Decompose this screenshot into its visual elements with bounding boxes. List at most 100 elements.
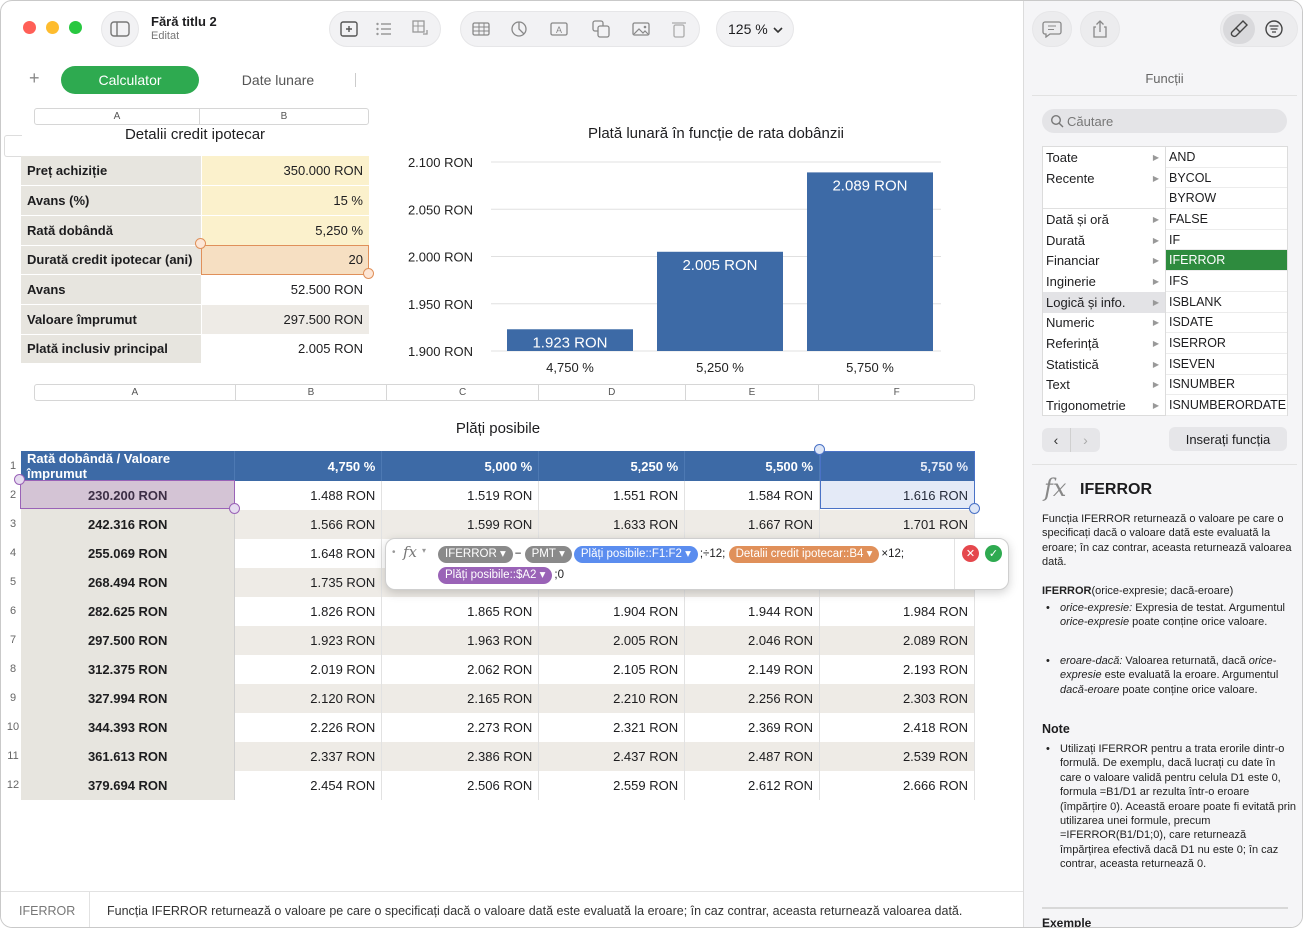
row-label[interactable]: Plată inclusiv principal: [21, 334, 202, 365]
table-cell[interactable]: 1.488 RON: [234, 481, 383, 510]
table-cell[interactable]: 2.062 RON: [381, 655, 540, 684]
function-item[interactable]: ISEVEN: [1166, 354, 1287, 375]
row-number[interactable]: 2: [9, 488, 17, 501]
bar[interactable]: [507, 329, 633, 351]
row-label[interactable]: Valoare împrumut: [21, 304, 202, 335]
forward-arrow-icon[interactable]: ›: [1083, 432, 1088, 448]
column-header[interactable]: E: [686, 385, 820, 400]
column-header[interactable]: B: [280, 111, 288, 122]
row-value[interactable]: 15 %: [201, 185, 369, 216]
function-item[interactable]: ISBLANK: [1166, 292, 1287, 313]
category-item[interactable]: Trigonometrie ▶: [1043, 395, 1165, 416]
table-cell[interactable]: 2.666 RON: [819, 771, 975, 800]
table-cell[interactable]: 2.337 RON: [234, 742, 383, 771]
row-label[interactable]: Durată credit ipotecar (ani): [21, 245, 202, 276]
comment-delete-icon[interactable]: [669, 19, 689, 39]
payment-bar-chart[interactable]: 2.100 RON 2.050 RON 2.000 RON 1.950 RON 1.90…: [396, 146, 956, 386]
add-sheet-button[interactable]: +: [29, 68, 40, 88]
table-cell[interactable]: 1.904 RON: [538, 597, 686, 626]
close-window-button[interactable]: [23, 21, 36, 34]
formula-text[interactable]: IFERROR ▾ − PMT ▾ Plăți posibile::F1:F2 ▾;…: [438, 544, 958, 586]
row-number[interactable]: 8: [9, 662, 17, 675]
chevron-down-icon[interactable]: ▾: [422, 546, 427, 555]
table-cell[interactable]: 2.120 RON: [234, 684, 383, 713]
row-number[interactable]: 12: [6, 778, 20, 791]
function-item[interactable]: BYROW: [1166, 188, 1287, 210]
row-value[interactable]: 5,250 %: [201, 215, 369, 246]
table-cell[interactable]: 255.069 RON: [21, 539, 236, 568]
table-cell[interactable]: 268.494 RON: [21, 568, 236, 597]
token-pmt[interactable]: PMT ▾: [524, 546, 572, 563]
zoom-window-button[interactable]: [69, 21, 82, 34]
function-item[interactable]: ISNUMBER: [1166, 375, 1287, 396]
row-label[interactable]: Rată dobândă: [21, 215, 202, 246]
table-cell[interactable]: 282.625 RON: [21, 597, 236, 626]
table-cell[interactable]: 2.165 RON: [381, 684, 540, 713]
table-cell[interactable]: 2.506 RON: [381, 771, 540, 800]
column-header[interactable]: A: [35, 109, 201, 124]
table-cell[interactable]: 2.105 RON: [538, 655, 686, 684]
row-number[interactable]: 5: [9, 575, 17, 588]
category-item[interactable]: Toate ▶: [1043, 147, 1165, 168]
table-cell[interactable]: 2.369 RON: [684, 713, 821, 742]
table-cell[interactable]: 1.923 RON: [234, 626, 383, 655]
insert-function-button[interactable]: Inserați funcția: [1169, 427, 1287, 451]
format-button[interactable]: [1223, 14, 1255, 44]
selection-handle[interactable]: [14, 474, 25, 485]
row-number[interactable]: 11: [7, 749, 19, 762]
row-number[interactable]: 3: [9, 517, 17, 530]
selection-handle[interactable]: [229, 503, 240, 514]
category-item[interactable]: [1043, 188, 1165, 210]
column-header-cell[interactable]: 5,000 %: [381, 451, 540, 481]
text-box-icon[interactable]: A: [549, 19, 569, 39]
back-arrow-icon[interactable]: ‹: [1042, 428, 1071, 452]
category-item[interactable]: Statistică ▶: [1043, 354, 1165, 375]
category-item[interactable]: Durată ▶: [1043, 230, 1165, 251]
fx-icon[interactable]: fx: [403, 543, 418, 561]
table-cell[interactable]: 2.612 RON: [684, 771, 821, 800]
row-value[interactable]: 297.500 RON: [201, 304, 369, 335]
table-cell[interactable]: 2.226 RON: [234, 713, 383, 742]
table-cell[interactable]: 1.826 RON: [234, 597, 383, 626]
table-cell[interactable]: 1.963 RON: [381, 626, 540, 655]
function-item[interactable]: ISNUMBERORDATE: [1166, 395, 1287, 416]
table-cell[interactable]: 2.193 RON: [819, 655, 975, 684]
column-header[interactable]: B: [236, 385, 388, 400]
table-cell[interactable]: 1.648 RON: [234, 539, 383, 568]
table-cell[interactable]: 2.487 RON: [684, 742, 821, 771]
drag-dot-icon[interactable]: •: [392, 547, 396, 558]
accept-formula-icon[interactable]: ✓: [985, 545, 1002, 562]
function-item[interactable]: ISDATE: [1166, 313, 1287, 334]
token-ref-f1f2[interactable]: Plăți posibile::F1:F2 ▾: [573, 546, 698, 563]
function-item[interactable]: IFERROR: [1166, 250, 1287, 272]
category-item[interactable]: Financiar ▶: [1043, 250, 1165, 271]
row-number[interactable]: 1: [9, 459, 17, 472]
column-header[interactable]: C: [387, 385, 539, 400]
row-value[interactable]: 2.005 RON: [201, 334, 369, 365]
function-item[interactable]: IF: [1166, 230, 1287, 251]
function-item[interactable]: IFS: [1166, 271, 1287, 292]
token-ref-a2[interactable]: Plăți posibile::$A2 ▾: [438, 567, 553, 584]
category-item[interactable]: Logică și info. ▶: [1043, 291, 1165, 313]
table-cell[interactable]: 230.200 RON: [21, 481, 236, 510]
category-item[interactable]: Numeric ▶: [1043, 313, 1165, 334]
row-header-tab[interactable]: [4, 135, 22, 157]
table-cell[interactable]: 2.273 RON: [381, 713, 540, 742]
function-item[interactable]: ISERROR: [1166, 333, 1287, 354]
row-value[interactable]: 350.000 RON: [201, 156, 369, 187]
table-cell[interactable]: 2.046 RON: [684, 626, 821, 655]
selection-handle[interactable]: [363, 268, 374, 279]
column-header-cell[interactable]: 5,250 %: [538, 451, 686, 481]
table-cell[interactable]: 297.500 RON: [21, 626, 236, 655]
table-cell[interactable]: 1.667 RON: [684, 510, 821, 539]
table-cell[interactable]: 1.519 RON: [381, 481, 540, 510]
cancel-formula-icon[interactable]: ✕: [962, 545, 979, 562]
row-number[interactable]: 9: [9, 691, 17, 704]
row-number[interactable]: 6: [9, 604, 17, 617]
organize-button[interactable]: [1264, 19, 1284, 39]
column-header-cell[interactable]: 4,750 %: [234, 451, 383, 481]
table-cell[interactable]: 2.539 RON: [819, 742, 975, 771]
minimize-window-button[interactable]: [46, 21, 59, 34]
column-header[interactable]: F: [893, 387, 900, 398]
selection-handle[interactable]: [195, 238, 206, 249]
